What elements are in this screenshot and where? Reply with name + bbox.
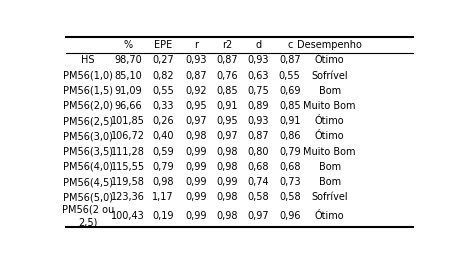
Text: 0,82: 0,82 xyxy=(152,70,174,80)
Text: 0,73: 0,73 xyxy=(279,177,301,187)
Text: 119,58: 119,58 xyxy=(111,177,145,187)
Text: 91,09: 91,09 xyxy=(114,86,142,96)
Text: 0,85: 0,85 xyxy=(279,101,301,111)
Text: PM56(4,0): PM56(4,0) xyxy=(63,162,113,172)
Text: 0,33: 0,33 xyxy=(152,101,174,111)
Text: 0,58: 0,58 xyxy=(279,192,301,202)
Text: r: r xyxy=(194,40,198,50)
Text: HS: HS xyxy=(81,55,95,65)
Text: 0,99: 0,99 xyxy=(216,177,238,187)
Text: 101,85: 101,85 xyxy=(111,116,145,126)
Text: 0,91: 0,91 xyxy=(279,116,300,126)
Text: Muito Bom: Muito Bom xyxy=(304,101,356,111)
Text: 0,99: 0,99 xyxy=(185,192,207,202)
Text: 0,69: 0,69 xyxy=(279,86,300,96)
Text: 0,87: 0,87 xyxy=(185,70,207,80)
Text: 0,99: 0,99 xyxy=(185,147,207,157)
Text: 98,70: 98,70 xyxy=(114,55,142,65)
Text: 0,98: 0,98 xyxy=(216,192,238,202)
Text: Ótimo: Ótimo xyxy=(315,211,345,221)
Text: 96,66: 96,66 xyxy=(114,101,142,111)
Text: 0,85: 0,85 xyxy=(216,86,238,96)
Text: r2: r2 xyxy=(222,40,232,50)
Text: 0,68: 0,68 xyxy=(248,162,269,172)
Text: 0,87: 0,87 xyxy=(248,132,269,141)
Text: 1,17: 1,17 xyxy=(152,192,174,202)
Text: 0,98: 0,98 xyxy=(152,177,174,187)
Text: 0,98: 0,98 xyxy=(216,162,238,172)
Text: 0,87: 0,87 xyxy=(279,55,301,65)
Text: EPE: EPE xyxy=(154,40,172,50)
Text: PM56(4,5): PM56(4,5) xyxy=(63,177,113,187)
Text: Sofrível: Sofrível xyxy=(311,70,348,80)
Text: 0,40: 0,40 xyxy=(152,132,174,141)
Text: 0,93: 0,93 xyxy=(185,55,207,65)
Text: 0,99: 0,99 xyxy=(185,211,207,221)
Text: 0,27: 0,27 xyxy=(152,55,174,65)
Text: 0,92: 0,92 xyxy=(185,86,207,96)
Text: 0,87: 0,87 xyxy=(216,55,238,65)
Text: Desempenho: Desempenho xyxy=(297,40,362,50)
Text: 0,63: 0,63 xyxy=(248,70,269,80)
Text: PM56(1,0): PM56(1,0) xyxy=(63,70,113,80)
Text: 0,96: 0,96 xyxy=(279,211,300,221)
Text: 0,55: 0,55 xyxy=(152,86,174,96)
Text: 0,93: 0,93 xyxy=(248,116,269,126)
Text: 100,43: 100,43 xyxy=(111,211,145,221)
Text: PM56(3,5): PM56(3,5) xyxy=(63,147,113,157)
Text: 0,91: 0,91 xyxy=(216,101,238,111)
Text: 0,80: 0,80 xyxy=(248,147,269,157)
Text: Bom: Bom xyxy=(318,86,341,96)
Text: 0,99: 0,99 xyxy=(185,177,207,187)
Text: PM56(2 ou
2,5): PM56(2 ou 2,5) xyxy=(62,205,114,227)
Text: Bom: Bom xyxy=(318,177,341,187)
Text: Muito Bom: Muito Bom xyxy=(304,147,356,157)
Text: PM56(5,0): PM56(5,0) xyxy=(63,192,113,202)
Text: Ótimo: Ótimo xyxy=(315,132,345,141)
Text: 0,76: 0,76 xyxy=(216,70,238,80)
Text: 0,97: 0,97 xyxy=(248,211,269,221)
Text: 0,55: 0,55 xyxy=(279,70,301,80)
Text: 0,79: 0,79 xyxy=(279,147,301,157)
Text: d: d xyxy=(255,40,262,50)
Text: Bom: Bom xyxy=(318,162,341,172)
Text: 0,59: 0,59 xyxy=(152,147,174,157)
Text: 0,97: 0,97 xyxy=(185,116,207,126)
Text: 0,97: 0,97 xyxy=(216,132,238,141)
Text: 0,98: 0,98 xyxy=(216,211,238,221)
Text: 0,79: 0,79 xyxy=(152,162,174,172)
Text: 0,74: 0,74 xyxy=(248,177,269,187)
Text: PM56(3,0): PM56(3,0) xyxy=(63,132,113,141)
Text: 0,75: 0,75 xyxy=(248,86,269,96)
Text: PM56(2,5): PM56(2,5) xyxy=(63,116,113,126)
Text: 0,89: 0,89 xyxy=(248,101,269,111)
Text: c: c xyxy=(287,40,292,50)
Text: 0,99: 0,99 xyxy=(185,162,207,172)
Text: 0,98: 0,98 xyxy=(185,132,207,141)
Text: 0,58: 0,58 xyxy=(248,192,269,202)
Text: Ótimo: Ótimo xyxy=(315,116,345,126)
Text: 0,26: 0,26 xyxy=(152,116,174,126)
Text: 111,28: 111,28 xyxy=(111,147,145,157)
Text: 0,86: 0,86 xyxy=(279,132,300,141)
Text: PM56(2,0): PM56(2,0) xyxy=(63,101,113,111)
Text: Sofrível: Sofrível xyxy=(311,192,348,202)
Text: 0,98: 0,98 xyxy=(216,147,238,157)
Text: Ótimo: Ótimo xyxy=(315,55,345,65)
Text: 106,72: 106,72 xyxy=(111,132,145,141)
Text: PM56(1,5): PM56(1,5) xyxy=(63,86,113,96)
Text: 0,68: 0,68 xyxy=(279,162,300,172)
Text: 115,55: 115,55 xyxy=(111,162,145,172)
Text: 123,36: 123,36 xyxy=(111,192,145,202)
Text: 0,95: 0,95 xyxy=(185,101,207,111)
Text: 0,93: 0,93 xyxy=(248,55,269,65)
Text: 85,10: 85,10 xyxy=(114,70,142,80)
Text: 0,95: 0,95 xyxy=(216,116,238,126)
Text: %: % xyxy=(124,40,133,50)
Text: 0,19: 0,19 xyxy=(152,211,174,221)
